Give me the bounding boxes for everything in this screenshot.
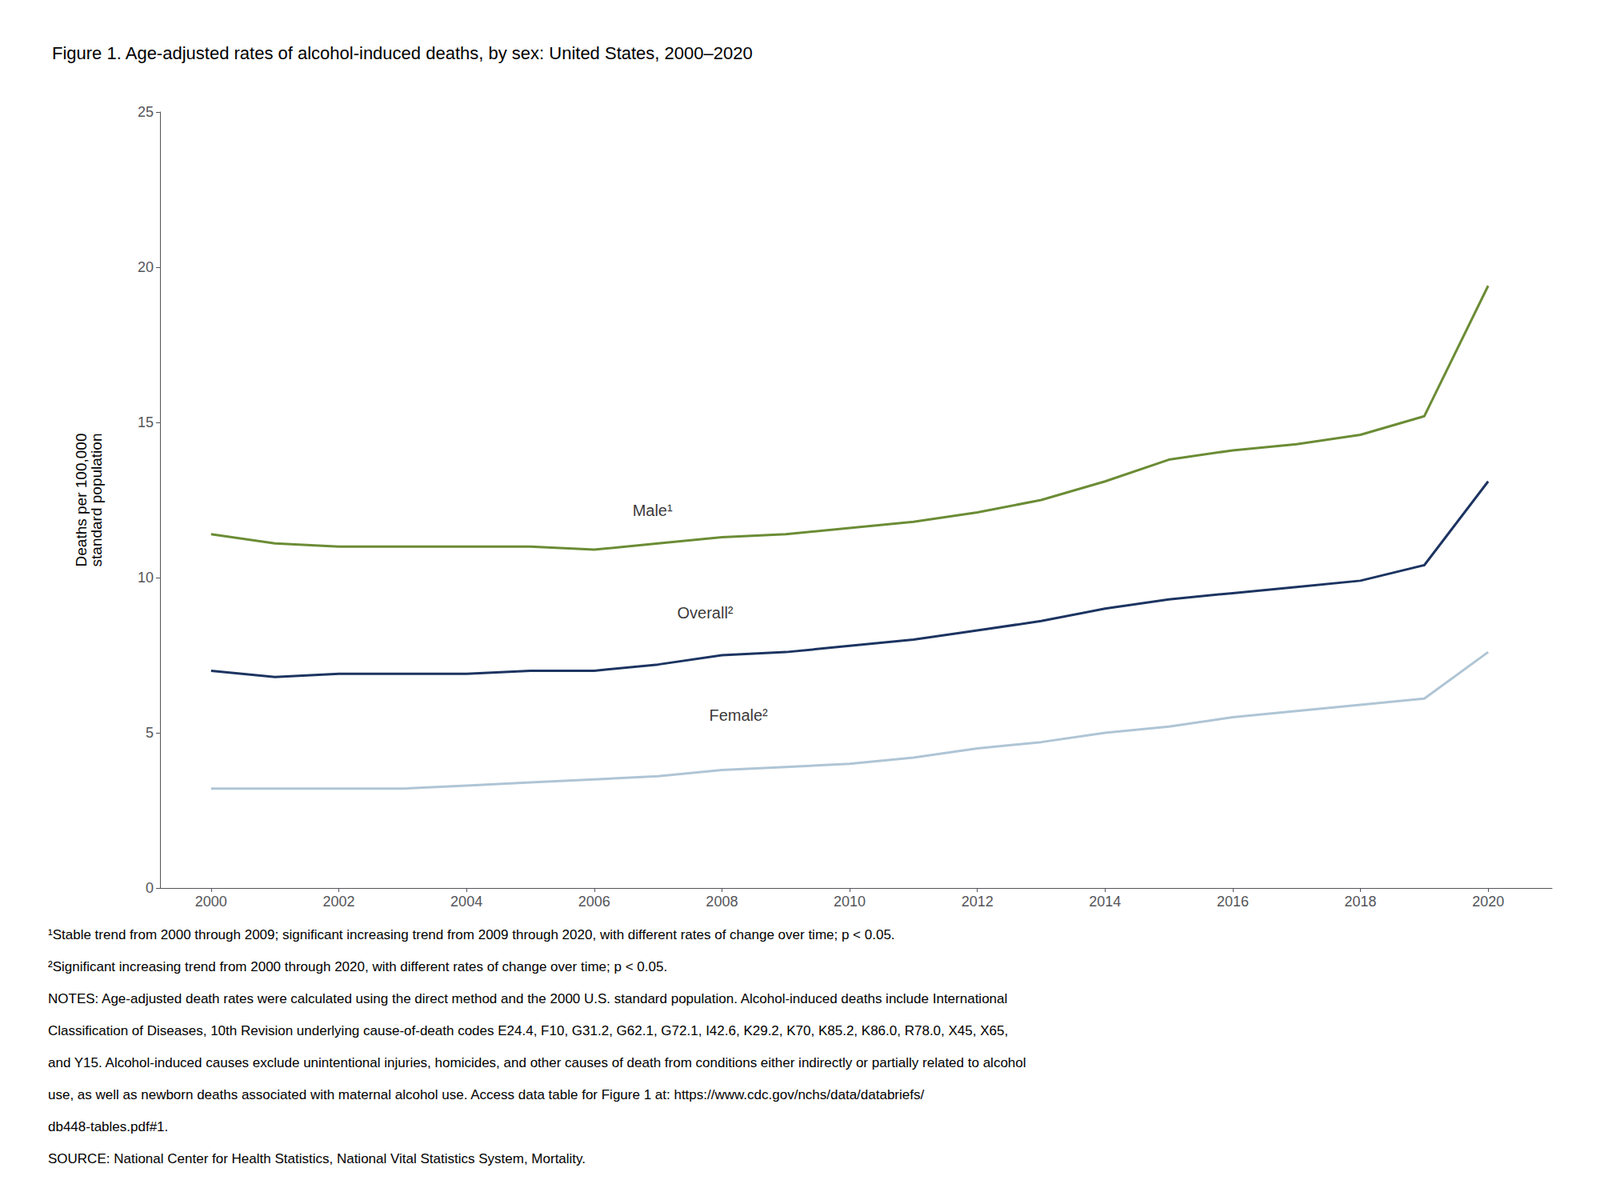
svg-text:Male¹: Male¹ bbox=[632, 501, 673, 520]
svg-text:db448-tables.pdf#1.: db448-tables.pdf#1. bbox=[48, 1119, 168, 1135]
svg-text:0: 0 bbox=[145, 880, 154, 896]
svg-text:2018: 2018 bbox=[1344, 893, 1377, 910]
svg-text:¹Stable trend from 2000 throug: ¹Stable trend from 2000 through 2009; si… bbox=[48, 927, 896, 943]
svg-text:Classification of Diseases, 10: Classification of Diseases, 10th Revisio… bbox=[48, 1023, 1008, 1039]
svg-text:Female²: Female² bbox=[708, 706, 768, 724]
svg-text:SOURCE: National Center for He: SOURCE: National Center for Health Stati… bbox=[48, 1151, 586, 1167]
svg-text:15: 15 bbox=[137, 414, 154, 431]
svg-text:2004: 2004 bbox=[450, 893, 483, 910]
svg-text:²Significant increasing trend: ²Significant increasing trend from 2000 … bbox=[48, 959, 668, 975]
svg-text:25: 25 bbox=[137, 104, 154, 120]
svg-text:NOTES: Age-adjusted death rate: NOTES: Age-adjusted death rates were cal… bbox=[48, 991, 1008, 1007]
svg-text:2008: 2008 bbox=[705, 893, 738, 910]
svg-text:2020: 2020 bbox=[1472, 893, 1504, 910]
svg-text:use, as well as newborn deaths: use, as well as newborn deaths associate… bbox=[48, 1087, 924, 1103]
svg-text:2014: 2014 bbox=[1088, 893, 1121, 910]
svg-text:Deaths per 100,000: Deaths per 100,000 bbox=[72, 433, 90, 568]
svg-text:5: 5 bbox=[145, 724, 154, 741]
svg-text:2012: 2012 bbox=[961, 893, 994, 910]
svg-text:2002: 2002 bbox=[322, 893, 355, 910]
svg-text:Figure 1. Age-adjusted rates o: Figure 1. Age-adjusted rates of alcohol-… bbox=[52, 43, 753, 64]
svg-text:2006: 2006 bbox=[578, 893, 611, 910]
svg-text:Overall²: Overall² bbox=[677, 604, 734, 622]
svg-text:2000: 2000 bbox=[195, 893, 228, 910]
svg-text:and Y15. Alcohol-induced cause: and Y15. Alcohol-induced causes exclude … bbox=[48, 1055, 1027, 1071]
svg-text:2016: 2016 bbox=[1216, 893, 1249, 910]
svg-text:10: 10 bbox=[137, 569, 154, 586]
svg-text:20: 20 bbox=[137, 259, 154, 276]
svg-text:standard population: standard population bbox=[88, 433, 105, 568]
svg-text:2010: 2010 bbox=[833, 893, 866, 910]
